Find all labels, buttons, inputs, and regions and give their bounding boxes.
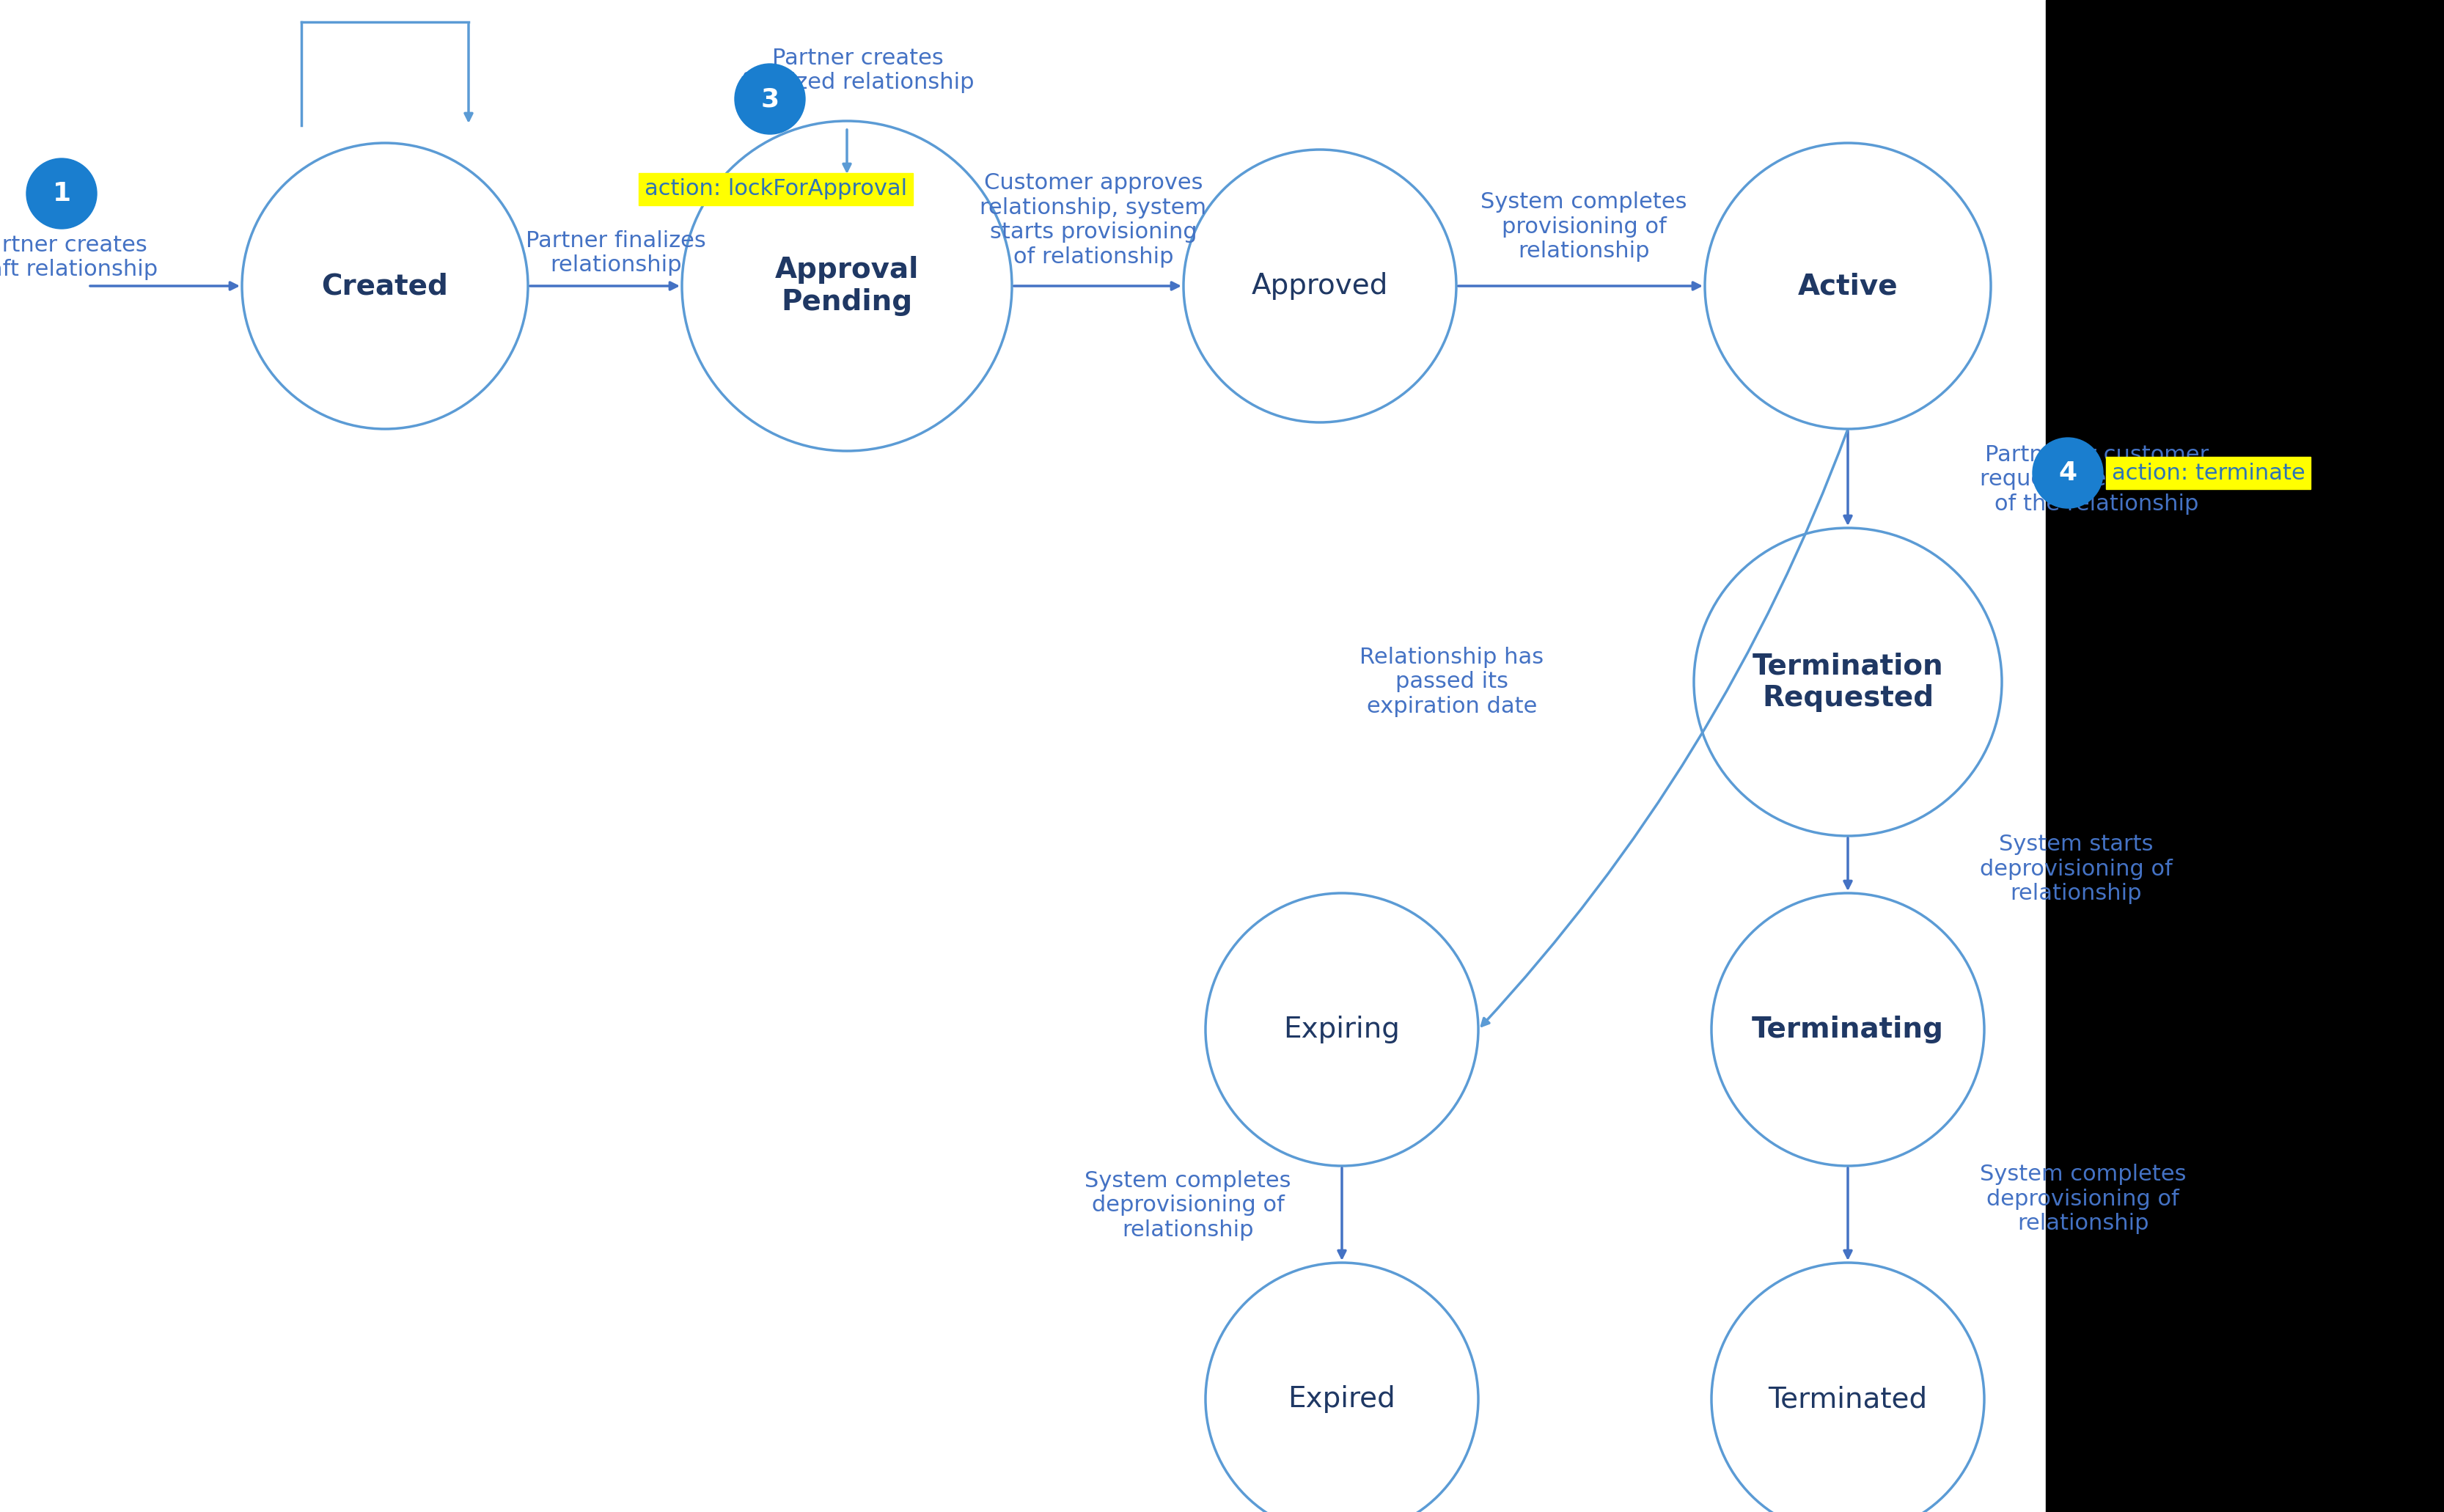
Circle shape — [1711, 1263, 1985, 1512]
Text: Partner or customer
requests termination
of the relationship: Partner or customer requests termination… — [1980, 445, 2214, 514]
Circle shape — [1205, 1263, 1479, 1512]
Text: action: lockForApproval: action: lockForApproval — [645, 178, 907, 200]
Text: 3: 3 — [760, 86, 780, 112]
Text: Customer approves
relationship, system
starts provisioning
of relationship: Customer approves relationship, system s… — [980, 172, 1207, 268]
Circle shape — [1706, 144, 1992, 429]
Circle shape — [1694, 528, 2002, 836]
Circle shape — [736, 64, 804, 135]
Circle shape — [27, 159, 98, 228]
Circle shape — [1183, 150, 1457, 422]
Circle shape — [242, 144, 528, 429]
Text: Expired: Expired — [1288, 1385, 1396, 1414]
Text: Terminated: Terminated — [1769, 1385, 1928, 1414]
Circle shape — [682, 121, 1012, 451]
Text: action: terminate: action: terminate — [2112, 463, 2305, 484]
Circle shape — [1205, 894, 1479, 1166]
Text: Terminating: Terminating — [1752, 1016, 1943, 1043]
Text: Expiring: Expiring — [1283, 1016, 1400, 1043]
Text: System starts
deprovisioning of
relationship: System starts deprovisioning of relation… — [1980, 833, 2173, 904]
Text: 4: 4 — [2058, 461, 2077, 485]
Text: Partner finalizes
relationship: Partner finalizes relationship — [525, 230, 706, 275]
Text: Termination
Requested: Termination Requested — [1752, 652, 1943, 712]
Text: 1: 1 — [51, 181, 71, 206]
Text: System completes
provisioning of
relationship: System completes provisioning of relatio… — [1481, 192, 1686, 262]
Text: Partner creates
draft relationship: Partner creates draft relationship — [0, 234, 159, 280]
Text: Relationship has
passed its
expiration date: Relationship has passed its expiration d… — [1359, 647, 1545, 717]
Text: Approval
Pending: Approval Pending — [775, 256, 919, 316]
Circle shape — [2033, 438, 2102, 508]
Text: Approved: Approved — [1251, 272, 1388, 299]
Text: Active: Active — [1799, 272, 1899, 299]
Text: Partner creates
finalized relationship: Partner creates finalized relationship — [741, 47, 975, 94]
Text: Created: Created — [323, 272, 447, 299]
Text: System completes
deprovisioning of
relationship: System completes deprovisioning of relat… — [1980, 1164, 2187, 1234]
Circle shape — [1711, 894, 1985, 1166]
Bar — [2046, 0, 2444, 1512]
Text: System completes
deprovisioning of
relationship: System completes deprovisioning of relat… — [1085, 1170, 1290, 1241]
